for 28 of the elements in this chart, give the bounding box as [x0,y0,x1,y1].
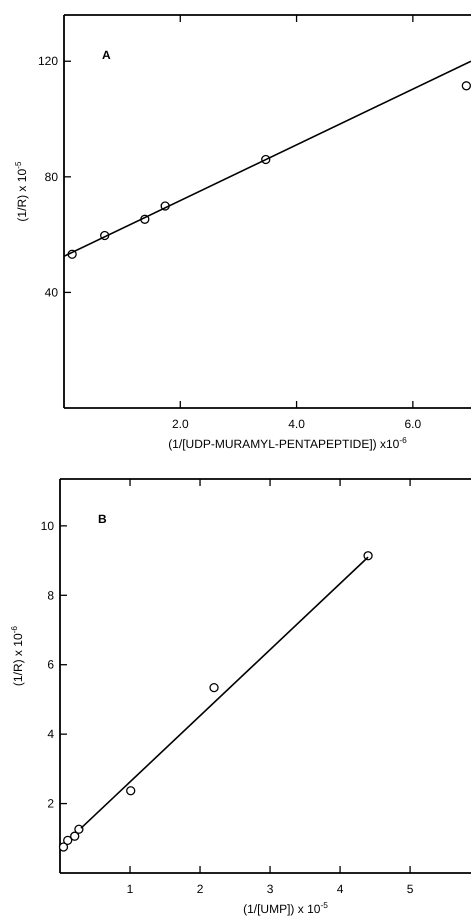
point [462,81,471,90]
x-axis-title: (1/[UMP]) x 10$^{-5}$ [243,900,328,916]
y-tick-label: 40 [44,285,58,300]
y-tick-label: 6 [47,658,54,672]
x-tick-label: 5 [406,882,414,896]
x-axis-title: (1/[UDP-MURAMYL-PENTAPEPTIDE]) x10$^{-6}$ [168,435,408,451]
point [126,786,136,796]
y-tick-label: 80 [44,170,58,184]
x-tick-label: 4 [336,882,344,896]
y-tick-label: 10 [40,518,54,533]
x-tick-label: 6.0 [404,417,422,431]
annotation: B [98,512,107,526]
point [58,842,68,852]
point [63,836,72,846]
y-tick-label: 8 [47,588,54,602]
x-tick-label: 4.0 [288,417,306,431]
y-tick-label: 120 [38,54,58,68]
point [74,824,84,834]
y-tick-label: 4 [47,727,54,742]
y-tick-label: 2 [47,796,54,811]
point [209,682,219,692]
x-tick-label: 3 [266,882,274,896]
point [363,551,373,560]
x-tick-label: 1 [126,882,134,896]
x-tick-label: 2.0 [172,417,189,431]
annotation: A [102,48,111,62]
point [70,832,80,841]
x-tick-label: 2 [196,882,204,896]
